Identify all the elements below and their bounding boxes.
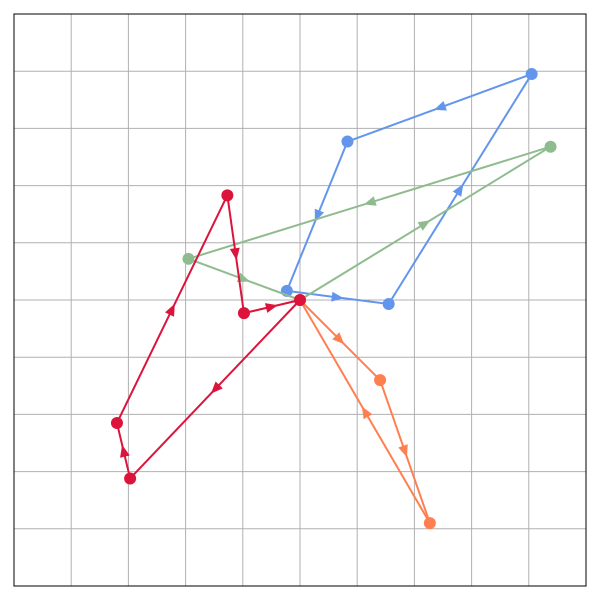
series-0-point (525, 68, 538, 81)
series-3-direction-arrow (210, 381, 223, 394)
series-3-direction-arrow (264, 303, 278, 313)
series-3-point (237, 307, 250, 320)
series-1-direction-arrow (417, 220, 431, 231)
series-1-point (182, 252, 195, 265)
series-3-direction-arrow (165, 303, 175, 317)
series-0 (280, 68, 538, 311)
series-3-point (294, 294, 306, 306)
series-2-point (374, 374, 387, 387)
series-3-direction-arrow (229, 247, 240, 261)
series-2-direction-arrow (332, 332, 345, 345)
plot-frame (13, 13, 587, 587)
series-2-point (423, 517, 436, 530)
series-0-direction-arrow (331, 291, 344, 302)
series-layer (110, 68, 557, 530)
series-0-direction-arrow (433, 101, 447, 111)
series-0-point (382, 298, 395, 311)
series-3 (110, 189, 306, 485)
series-1-point (544, 140, 557, 153)
series-0-point (341, 135, 354, 148)
series-3-point (110, 416, 123, 429)
series-1-direction-arrow (363, 196, 377, 206)
series-2 (294, 294, 436, 530)
series-2-direction-arrow (398, 444, 408, 458)
series-0-direction-arrow (452, 183, 464, 197)
series-3-point (124, 472, 137, 485)
series-1 (182, 140, 557, 306)
series-3-direction-arrow (120, 444, 130, 458)
series-3-point (221, 189, 234, 202)
series-2-direction-arrow (361, 406, 373, 420)
